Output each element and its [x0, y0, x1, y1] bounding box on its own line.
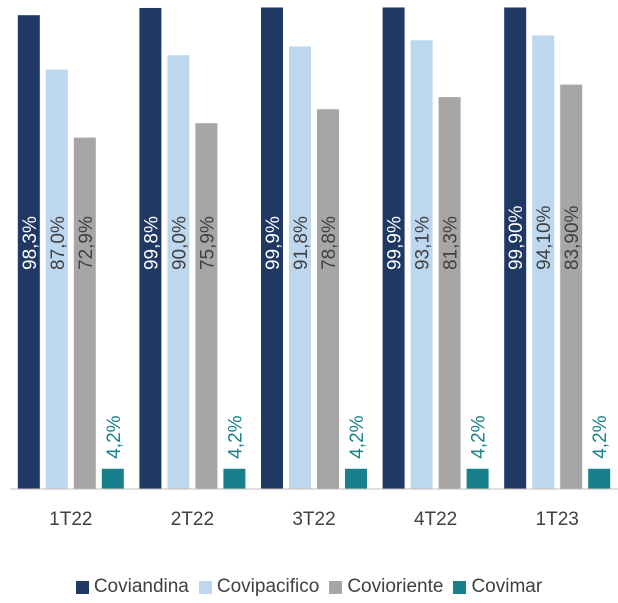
bar-covioriente-2t22: [195, 123, 218, 490]
bar-covioriente-4t22: [438, 97, 461, 489]
bar-coviandina-3t22: [261, 7, 283, 490]
bar-covipacifico-1t22: [45, 69, 68, 489]
data-label-covipacifico-2t22: 90,0%: [169, 216, 190, 270]
bar-covipacifico-4t22: [410, 40, 433, 490]
data-label-covioriente-1t22: 72,9%: [76, 216, 97, 270]
bar-covimar-3t22: [345, 468, 367, 489]
x-tick-label: 4T22: [414, 509, 457, 530]
data-label-coviandina-4t22: 99,9%: [385, 216, 406, 270]
legend-label: Covipacifico: [216, 576, 320, 597]
data-label-covimar-4t22: 4,2%: [469, 415, 490, 458]
bar-covioriente-1t23: [560, 84, 583, 490]
legend-item-covioriente: Covioriente: [329, 576, 443, 598]
legend: Coviandina Covipacifico Covioriente Covi…: [0, 572, 618, 602]
legend-label: Covioriente: [347, 576, 444, 597]
bar-coviandina-1t23: [504, 7, 527, 490]
x-tick-label: 1T23: [536, 509, 579, 530]
bar-coviandina-2t22: [139, 7, 162, 490]
data-label-covioriente-3t22: 78,8%: [319, 216, 340, 270]
bar-covioriente-1t22: [73, 137, 96, 489]
data-label-covipacifico-1t22: 87,0%: [48, 216, 69, 270]
legend-item-covimar: Covimar: [453, 576, 542, 598]
bar-covipacifico-3t22: [289, 46, 311, 490]
data-label-covioriente-1t23: 83,90%: [562, 205, 583, 270]
data-label-covipacifico-4t22: 93,1%: [413, 216, 434, 270]
data-label-coviandina-1t23: 99,90%: [506, 205, 527, 270]
bar-covimar-4t22: [466, 468, 489, 489]
legend-label: Coviandina: [93, 576, 189, 597]
legend-item-covipacifico: Covipacifico: [198, 576, 320, 598]
bar-coviandina-4t22: [382, 7, 405, 490]
legend-swatch: [453, 580, 467, 594]
data-label-coviandina-1t22: 98,3%: [20, 216, 41, 270]
bar-covipacifico-2t22: [167, 55, 190, 489]
data-label-covioriente-2t22: 75,9%: [197, 216, 218, 270]
data-label-covimar-1t22: 4,2%: [104, 415, 125, 458]
x-tick-label: 2T22: [171, 509, 214, 530]
legend-swatch: [329, 580, 343, 594]
bar-chart: 98,3% 87,0% 72,9% 4,2% 1T22 99,8% 90,0% 75,9% 4,…: [10, 7, 618, 530]
bar-covimar-2t22: [223, 468, 246, 489]
data-label-covioriente-4t22: 81,3%: [441, 216, 462, 270]
x-tick-label: 1T22: [49, 509, 92, 530]
legend-label: Covimar: [471, 576, 543, 597]
data-label-covimar-3t22: 4,2%: [347, 415, 368, 458]
legend-item-coviandina: Coviandina: [75, 576, 189, 598]
x-tick-label: 3T22: [292, 509, 335, 530]
bar-covimar-1t22: [101, 468, 124, 489]
data-label-coviandina-3t22: 99,9%: [263, 216, 284, 270]
data-label-coviandina-2t22: 99,8%: [141, 216, 162, 270]
legend-swatch: [75, 580, 89, 594]
legend-swatch: [198, 580, 212, 594]
bar-coviandina-1t22: [17, 15, 40, 489]
bar-covipacifico-1t23: [532, 35, 555, 490]
data-label-covimar-2t22: 4,2%: [225, 415, 246, 458]
data-label-covipacifico-1t23: 94,10%: [534, 205, 555, 270]
data-label-covimar-1t23: 4,2%: [590, 415, 611, 458]
data-label-covipacifico-3t22: 91,8%: [291, 216, 312, 270]
bar-covioriente-3t22: [317, 109, 339, 490]
bar-covimar-1t23: [588, 468, 611, 489]
